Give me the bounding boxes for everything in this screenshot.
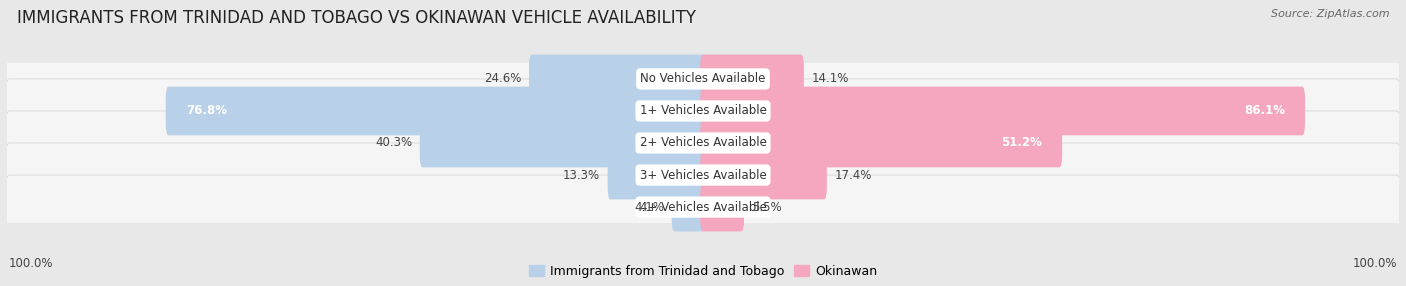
Text: 76.8%: 76.8% (186, 104, 226, 118)
Text: 40.3%: 40.3% (375, 136, 412, 150)
FancyBboxPatch shape (6, 47, 1400, 111)
Text: 86.1%: 86.1% (1244, 104, 1285, 118)
Text: 24.6%: 24.6% (484, 72, 522, 86)
FancyBboxPatch shape (529, 55, 706, 103)
FancyBboxPatch shape (6, 111, 1400, 175)
FancyBboxPatch shape (6, 175, 1400, 239)
FancyBboxPatch shape (700, 119, 1062, 167)
FancyBboxPatch shape (420, 119, 706, 167)
Text: No Vehicles Available: No Vehicles Available (640, 72, 766, 86)
FancyBboxPatch shape (166, 87, 706, 135)
Legend: Immigrants from Trinidad and Tobago, Okinawan: Immigrants from Trinidad and Tobago, Oki… (529, 265, 877, 278)
Text: 3+ Vehicles Available: 3+ Vehicles Available (640, 168, 766, 182)
Text: 4.1%: 4.1% (634, 200, 664, 214)
Text: 100.0%: 100.0% (1353, 257, 1398, 270)
FancyBboxPatch shape (700, 151, 827, 199)
Text: 1+ Vehicles Available: 1+ Vehicles Available (640, 104, 766, 118)
Text: 17.4%: 17.4% (835, 168, 872, 182)
FancyBboxPatch shape (6, 143, 1400, 207)
Text: 51.2%: 51.2% (1001, 136, 1042, 150)
Text: 4+ Vehicles Available: 4+ Vehicles Available (640, 200, 766, 214)
Text: IMMIGRANTS FROM TRINIDAD AND TOBAGO VS OKINAWAN VEHICLE AVAILABILITY: IMMIGRANTS FROM TRINIDAD AND TOBAGO VS O… (17, 9, 696, 27)
Text: 14.1%: 14.1% (811, 72, 849, 86)
FancyBboxPatch shape (700, 183, 744, 231)
FancyBboxPatch shape (607, 151, 706, 199)
FancyBboxPatch shape (700, 87, 1305, 135)
FancyBboxPatch shape (672, 183, 706, 231)
Text: Source: ZipAtlas.com: Source: ZipAtlas.com (1271, 9, 1389, 19)
Text: 5.5%: 5.5% (752, 200, 782, 214)
Text: 2+ Vehicles Available: 2+ Vehicles Available (640, 136, 766, 150)
FancyBboxPatch shape (6, 79, 1400, 143)
Text: 13.3%: 13.3% (562, 168, 600, 182)
Text: 100.0%: 100.0% (8, 257, 53, 270)
FancyBboxPatch shape (700, 55, 804, 103)
